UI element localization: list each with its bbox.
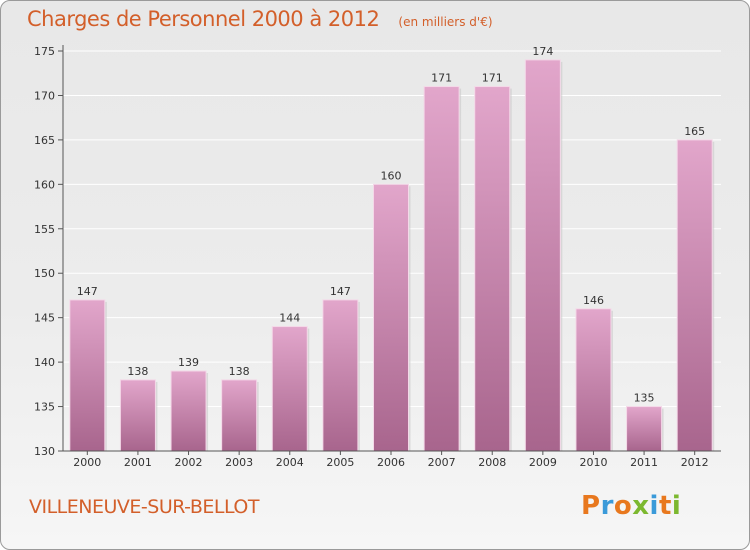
commune-name: VILLENEUVE-SUR-BELLOT <box>29 496 259 518</box>
bar <box>170 370 207 452</box>
x-tick-label: 2002 <box>175 456 203 469</box>
bar <box>524 59 561 452</box>
x-tick-label: 2010 <box>579 456 607 469</box>
y-tick-label: 130 <box>34 445 55 458</box>
y-tick-label: 145 <box>34 312 55 325</box>
y-tick-label: 170 <box>34 89 55 102</box>
logo-letter: P <box>581 491 601 521</box>
y-tick-label: 150 <box>34 267 55 280</box>
x-tick-label: 2007 <box>428 456 456 469</box>
chart-title: Charges de Personnel 2000 à 2012 <box>27 7 380 31</box>
y-tick-label: 135 <box>34 401 55 414</box>
bar <box>119 379 156 452</box>
logo-letter: r <box>600 491 614 521</box>
bar <box>423 86 460 452</box>
x-tick-label: 2011 <box>630 456 658 469</box>
data-label: 135 <box>634 392 655 405</box>
x-tick-label: 2000 <box>73 456 101 469</box>
x-tick-label: 2005 <box>326 456 354 469</box>
data-label: 171 <box>482 72 503 85</box>
proxiti-logo: Proxiti <box>581 491 681 521</box>
y-tick-label: 175 <box>34 45 55 58</box>
bar <box>575 308 612 452</box>
bar <box>373 183 409 452</box>
data-label: 138 <box>229 365 250 378</box>
title-block: Charges de Personnel 2000 à 2012 (en mil… <box>27 7 493 31</box>
x-tick-label: 2008 <box>478 456 506 469</box>
bar <box>69 299 106 452</box>
logo-letter: t <box>658 491 672 521</box>
data-label: 171 <box>431 72 452 85</box>
y-tick-label: 165 <box>34 134 55 147</box>
bar <box>676 139 713 452</box>
labels: 147 2000 138 2001 139 2002 138 2003 144 2004 147 20… <box>73 45 708 469</box>
bar <box>271 326 308 452</box>
x-tick-label: 2004 <box>276 456 304 469</box>
bar <box>474 86 511 452</box>
chart-unit: (en milliers d'€) <box>398 15 493 29</box>
data-label: 147 <box>77 285 98 298</box>
data-label: 147 <box>330 285 351 298</box>
data-label: 138 <box>127 365 148 378</box>
bar <box>626 406 663 452</box>
data-label: 174 <box>532 45 553 58</box>
bars <box>69 59 715 452</box>
data-label: 146 <box>583 294 604 307</box>
x-tick-label: 2006 <box>377 456 405 469</box>
logo-letter: x <box>632 491 650 521</box>
logo-letter: o <box>613 491 633 521</box>
x-tick-label: 2003 <box>225 456 253 469</box>
y-tick-label: 160 <box>34 178 55 191</box>
data-label: 160 <box>381 169 402 182</box>
logo-letter: i <box>649 491 659 521</box>
data-label: 139 <box>178 356 199 369</box>
x-tick-label: 2009 <box>529 456 557 469</box>
axes: 130 135 140 145 150 155 160 165 170 175 <box>34 45 721 458</box>
x-tick-label: 2001 <box>124 456 152 469</box>
y-tick-label: 155 <box>34 223 55 236</box>
y-tick-label: 140 <box>34 356 55 369</box>
bar <box>221 379 258 452</box>
data-label: 144 <box>279 312 300 325</box>
logo-letter: i <box>671 491 682 521</box>
x-tick-label: 2012 <box>681 456 709 469</box>
data-label: 165 <box>684 125 705 138</box>
bar <box>322 299 359 452</box>
